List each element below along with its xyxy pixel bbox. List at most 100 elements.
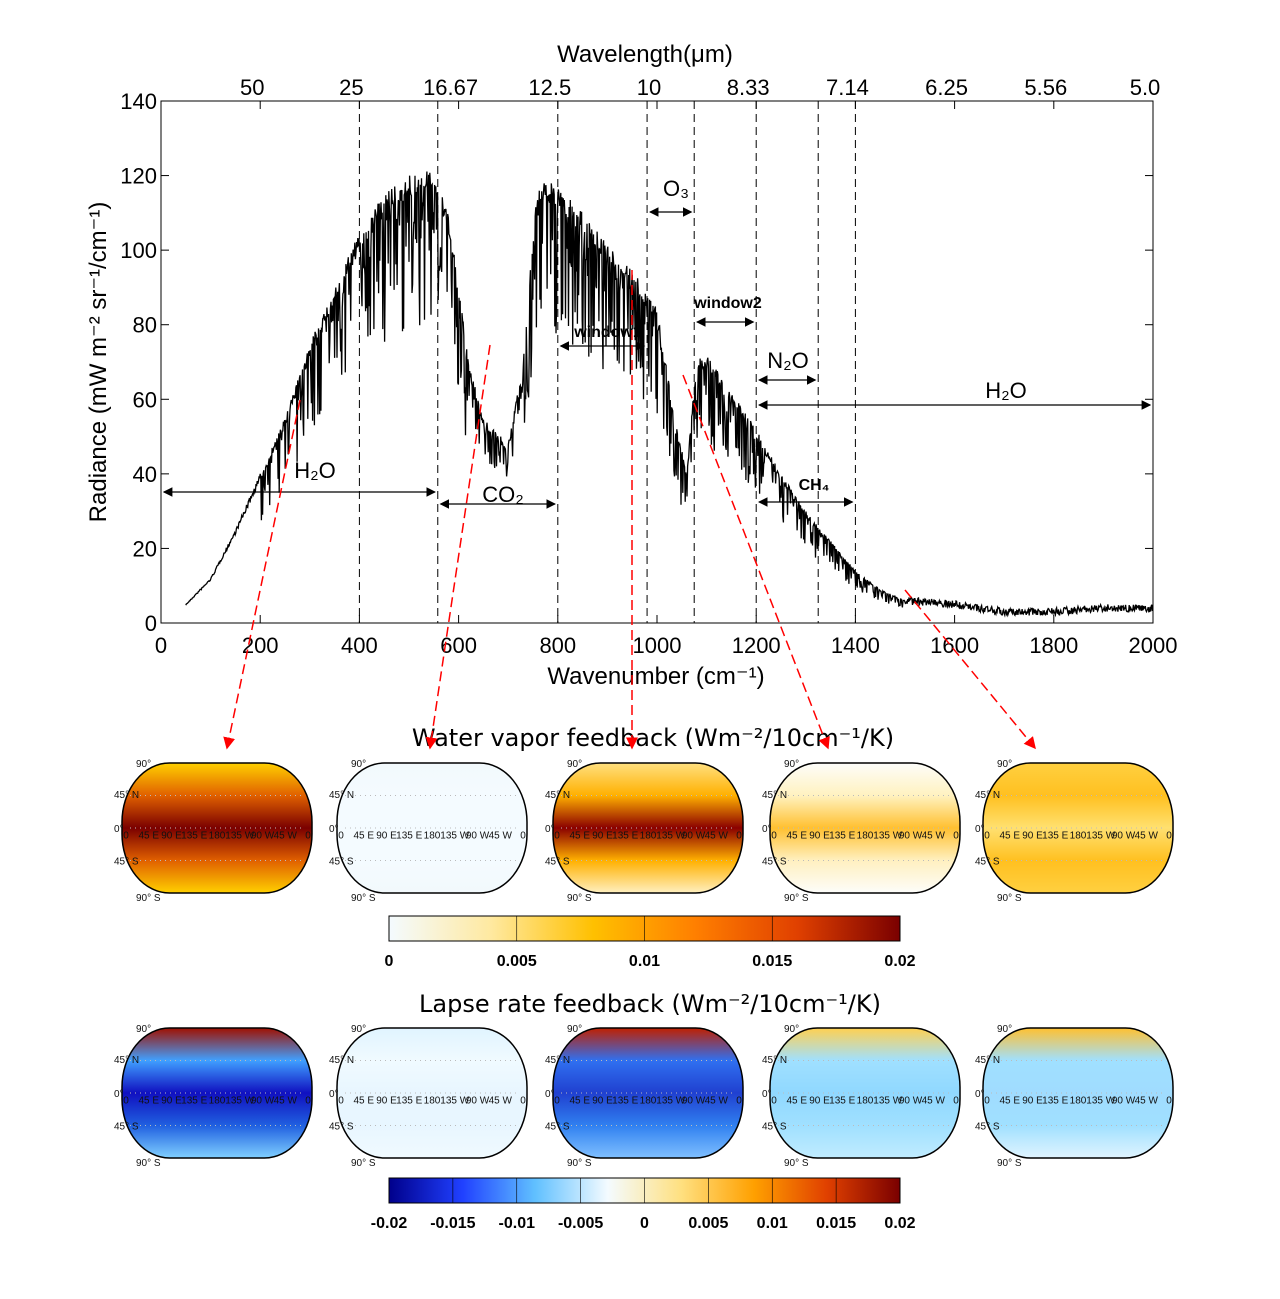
map-lon-label: 90 E (809, 830, 830, 841)
colorbar-tick-label: 0.015 (752, 953, 792, 970)
map-lon-label: 135 E (1042, 1095, 1068, 1106)
top-tick-label: 7.14 (826, 75, 869, 100)
map-lon-label: 0 (771, 1095, 777, 1106)
map-lon-label: 135 E (396, 830, 422, 841)
map-lon-label: 0 (953, 830, 959, 841)
map-lat-label: 45° S (545, 856, 570, 867)
map-lon-label: 0 (1166, 830, 1172, 841)
map-lat-label: 45° N (975, 790, 1000, 801)
map-lon-label: 180 (209, 1095, 226, 1106)
map-lon-label: 0 (305, 1095, 311, 1106)
x-tick-label: 1600 (930, 633, 979, 658)
map-lat-label: 45° N (762, 790, 787, 801)
top-tick-label: 12.5 (528, 75, 571, 100)
map-lat-label: 0° (114, 824, 124, 835)
colorbar-tick-label: 0.015 (816, 1215, 856, 1232)
feedback-map: 90° 45° N 0° 45° S 90° S 0 45 E 90 E 135 E 180 135… (329, 1024, 528, 1169)
top-tick-label: 5.0 (1130, 75, 1161, 100)
red-dashed-arrow (425, 344, 491, 750)
x-tick-label: 800 (539, 633, 576, 658)
red-dashed-arrow (682, 374, 830, 750)
map-lon-label: 180 (857, 830, 874, 841)
map-lat-label: 45° S (114, 1121, 139, 1132)
feedback-map: 90° 45° N 0° 45° S 90° S 0 45 E 90 E 135 E 180 135… (545, 1024, 744, 1169)
map-lon-label: 45 E (569, 830, 590, 841)
map-lon-label: 90 E (1022, 1095, 1043, 1106)
map-lon-label: 180 (640, 1095, 657, 1106)
map-lon-label: 135 W (873, 830, 902, 841)
map-lat-label: 0° (762, 824, 772, 835)
band-label: H₂O (294, 458, 336, 483)
map-lon-label: 45 W (489, 830, 513, 841)
map-lon-label: 45 E (569, 1095, 590, 1106)
colorbar-tick-label: -0.005 (558, 1215, 603, 1232)
map-lon-label: 0 (123, 830, 129, 841)
map-lat-label: 90° (351, 1024, 366, 1035)
colorbar-tick-label: 0.01 (629, 953, 660, 970)
map-lon-label: 135 W (440, 1095, 469, 1106)
map-lat-label: 45° N (114, 790, 139, 801)
map-lon-label: 45 E (138, 830, 159, 841)
map-lat-label: 45° S (329, 1121, 354, 1132)
y-tick-label: 0 (145, 611, 157, 636)
map-lon-label: 45 W (274, 830, 298, 841)
map-lon-label: 90 E (376, 830, 397, 841)
map-lon-label: 135 E (181, 830, 207, 841)
y-axis-label: Radiance (mW m⁻² sr⁻¹/cm⁻¹) (85, 202, 112, 523)
map-lat-label: 90° (784, 1024, 799, 1035)
map-lat-label: 45° S (762, 856, 787, 867)
map-lon-label: 135 E (396, 1095, 422, 1106)
map-lon-label: 90 E (1022, 830, 1043, 841)
y-tick-label: 140 (120, 89, 157, 114)
map-lat-label: 45° S (545, 1121, 570, 1132)
map-lon-label: 180 (424, 1095, 441, 1106)
colorbar-tick-label: -0.02 (371, 1215, 408, 1232)
map-lon-label: 90 E (809, 1095, 830, 1106)
map-lon-label: 0 (984, 830, 990, 841)
map-lon-label: 180 (857, 1095, 874, 1106)
map-lat-label: 90° S (997, 893, 1022, 904)
map-lon-label: 135 W (656, 1095, 685, 1106)
map-lat-label: 45° N (762, 1055, 787, 1066)
red-dashed-arrow (223, 399, 301, 750)
map-lon-label: 0 (736, 830, 742, 841)
map-lat-label: 90° S (997, 1158, 1022, 1169)
y-tick-label: 60 (133, 387, 157, 412)
map-lon-label: 135 W (225, 1095, 254, 1106)
map-lon-label: 45 W (705, 830, 729, 841)
map-lon-label: 45 E (138, 1095, 159, 1106)
map-lon-label: 45 W (705, 1095, 729, 1106)
colorbar-tick-label: 0 (385, 953, 394, 970)
map-lon-label: 90 W (899, 1095, 923, 1106)
map-lon-label: 135 E (612, 1095, 638, 1106)
top-tick-label: 8.33 (727, 75, 770, 100)
map-lat-label: 45° S (329, 856, 354, 867)
map-lat-label: 90° S (784, 1158, 809, 1169)
map-lat-label: 0° (762, 1089, 772, 1100)
map-lon-label: 135 E (829, 1095, 855, 1106)
map-lon-label: 180 (424, 830, 441, 841)
map-lon-label: 135 W (1086, 1095, 1115, 1106)
map-lat-label: 90° (136, 759, 151, 770)
map-lon-label: 135 W (656, 830, 685, 841)
map-lat-label: 0° (329, 824, 339, 835)
colorbar-tick-label: -0.015 (430, 1215, 475, 1232)
map-lat-label: 90° (784, 759, 799, 770)
map-lat-label: 45° S (114, 856, 139, 867)
band-label: O₃ (663, 176, 689, 201)
top-axis-label: Wavelength(μm) (557, 41, 733, 68)
x-tick-label: 400 (341, 633, 378, 658)
map-lon-label: 90 W (466, 830, 490, 841)
map-lat-label: 90° S (136, 1158, 161, 1169)
map-lon-label: 45 E (353, 830, 374, 841)
feedback-map: 90° 45° N 0° 45° S 90° S 0 45 E 90 E 135 E 180 135… (975, 1024, 1174, 1169)
colorbar-tick-label: -0.01 (499, 1215, 536, 1232)
map-lon-label: 135 E (181, 1095, 207, 1106)
map-lon-label: 45 E (353, 1095, 374, 1106)
map-lon-label: 180 (1070, 1095, 1087, 1106)
band-label: CO₂ (482, 482, 524, 507)
y-tick-label: 120 (120, 164, 157, 189)
map-lon-label: 45 E (999, 1095, 1020, 1106)
map-globe (982, 762, 1174, 894)
map-lon-label: 90 E (592, 1095, 613, 1106)
